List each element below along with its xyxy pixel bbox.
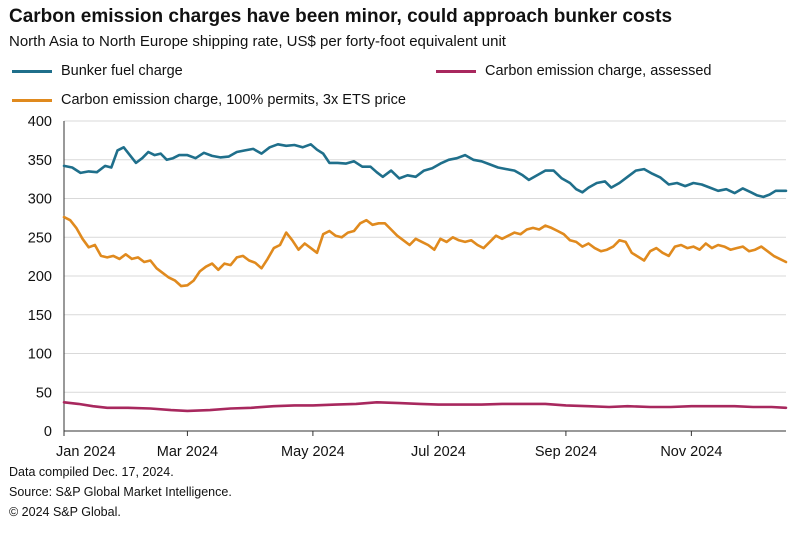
legend-swatch-bunker (12, 69, 52, 73)
y-tick-label: 100 (28, 347, 52, 363)
x-tick-label: Sep 2024 (535, 444, 597, 460)
legend-label-carbon-assessed: Carbon emission charge, assessed (485, 63, 712, 79)
y-tick-label: 300 (28, 192, 52, 208)
x-axis: Jan 2024 Mar 2024 May 2024 Jul 2024 Sep 2024… (56, 430, 786, 460)
legend-swatch-carbon-permits (12, 98, 52, 102)
x-tick-label: Mar 2024 (157, 444, 218, 460)
y-tick-label: 350 (28, 153, 52, 169)
y-tick-label: 200 (28, 269, 52, 285)
legend-label-bunker: Bunker fuel charge (61, 63, 183, 79)
legend-item-carbon-permits: Carbon emission charge, 100% permits, 3x… (12, 92, 406, 108)
y-tick-label: 400 (28, 114, 52, 130)
y-tick-label: 250 (28, 230, 52, 246)
series-line-carbon-assessed (62, 401, 788, 413)
y-tick-label: 0 (44, 424, 52, 440)
gridlines (64, 120, 786, 393)
series-line-bunker-fuel (62, 143, 788, 199)
x-tick-label: May 2024 (281, 444, 345, 460)
legend-label-carbon-permits: Carbon emission charge, 100% permits, 3x… (61, 92, 406, 108)
x-tick-label: Nov 2024 (660, 444, 722, 460)
legend-item-carbon-assessed: Carbon emission charge, assessed (436, 63, 711, 79)
y-tick-label: 150 (28, 308, 52, 324)
footnote-data-compiled: Data compiled Dec. 17, 2024. (9, 465, 174, 479)
series-lines (62, 143, 788, 413)
x-tick-label: Jul 2024 (411, 444, 466, 460)
legend-item-bunker: Bunker fuel charge (12, 63, 183, 79)
footnote-copyright: © 2024 S&P Global. (9, 505, 121, 519)
y-tick-label: 50 (36, 385, 52, 401)
series-line-carbon-permits (62, 215, 788, 288)
y-axis: 0 50 100 150 200 250 300 350 400 (28, 114, 65, 440)
footnote-source: Source: S&P Global Market Intelligence. (9, 485, 232, 499)
x-tick-label: Jan 2024 (56, 444, 116, 460)
chart-subtitle: North Asia to North Europe shipping rate… (9, 33, 506, 50)
legend-swatch-carbon-assessed (436, 69, 476, 73)
chart-title: Carbon emission charges have been minor,… (9, 6, 673, 27)
